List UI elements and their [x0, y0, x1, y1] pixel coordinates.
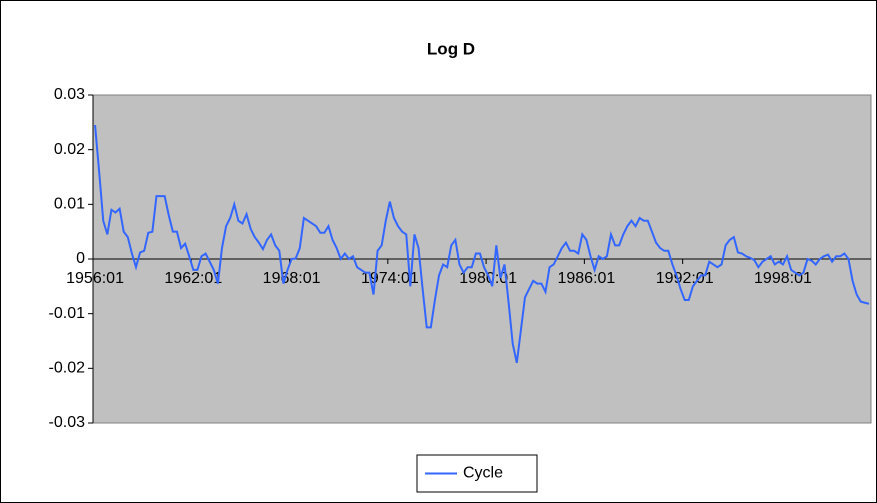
x-tick-label: 1992:01	[656, 270, 714, 287]
y-tick-label: -0.02	[49, 360, 86, 377]
x-tick-label: 1962:01	[164, 270, 222, 287]
y-tick-label: -0.01	[49, 305, 86, 322]
x-tick-label: 1986:01	[557, 270, 615, 287]
x-tick-label: 1956:01	[66, 270, 124, 287]
x-tick-label: 1980:01	[459, 270, 517, 287]
y-tick-label: 0.02	[54, 141, 85, 158]
y-tick-label: 0	[76, 250, 85, 267]
series-line	[94, 124, 870, 364]
chart-title: Log D	[427, 39, 475, 58]
y-tick-label: 0.03	[54, 86, 85, 103]
y-tick-label: -0.03	[49, 414, 86, 431]
y-tick-label: 0.01	[54, 196, 85, 213]
x-tick-label: 1968:01	[263, 270, 321, 287]
legend-label: Cycle	[463, 465, 503, 482]
